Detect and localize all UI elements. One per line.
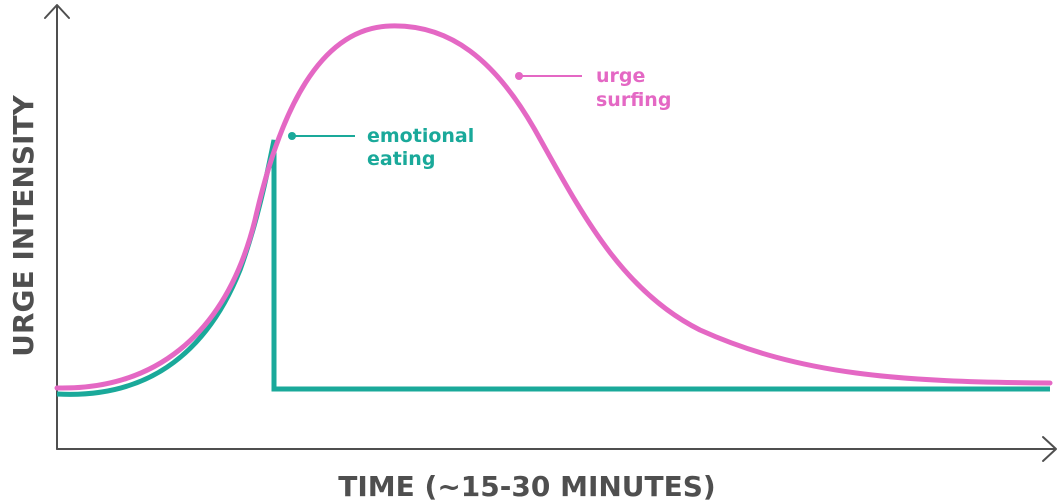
y-axis-title: URGE INTENSITY (7, 94, 40, 356)
emotional-eating-label-line1: emotional (367, 125, 474, 147)
axes (44, 4, 1057, 462)
urge-surfing-label-line1: urge (596, 65, 645, 87)
x-axis-arrow-icon (1042, 436, 1057, 462)
emotional-eating-curve (56, 139, 1050, 397)
emotional-eating-annotation: emotional eating (288, 125, 474, 170)
urge-surfing-annotation: urge surfing (515, 65, 671, 111)
urge-surfing-label-line2: surfing (596, 89, 671, 111)
x-axis-title: TIME (~15-30 MINUTES) (338, 470, 715, 503)
urge-surfing-curve (54, 23, 1053, 391)
emotional-eating-label-line2: eating (367, 148, 435, 170)
y-axis-arrow-icon (44, 4, 70, 19)
